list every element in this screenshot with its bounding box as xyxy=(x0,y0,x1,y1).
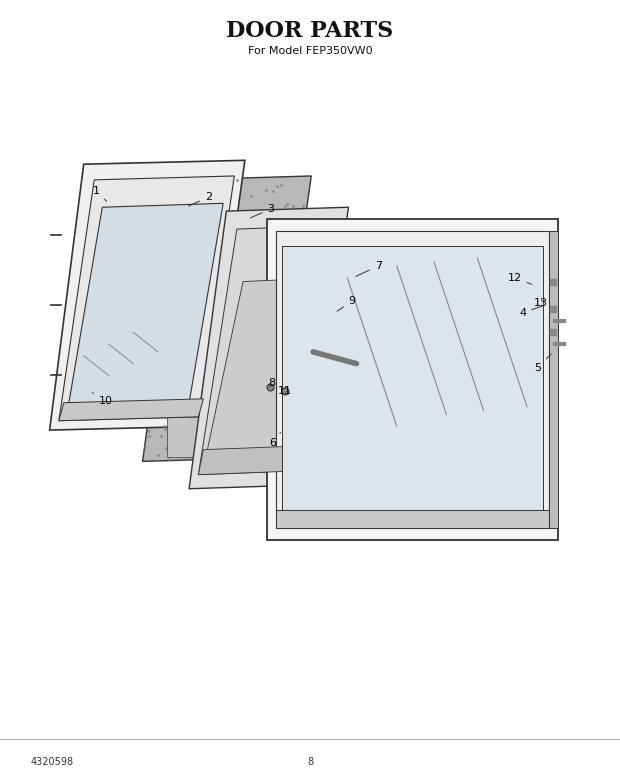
Polygon shape xyxy=(68,203,223,407)
Text: 11: 11 xyxy=(278,386,292,396)
Polygon shape xyxy=(205,278,332,463)
Polygon shape xyxy=(198,225,339,475)
Polygon shape xyxy=(50,160,245,430)
Text: 3: 3 xyxy=(250,204,275,218)
Text: 1: 1 xyxy=(92,186,107,201)
Text: 6: 6 xyxy=(269,432,280,448)
Polygon shape xyxy=(276,510,549,528)
Text: 2: 2 xyxy=(188,192,212,206)
Text: 9: 9 xyxy=(337,296,356,311)
Polygon shape xyxy=(282,246,542,512)
Polygon shape xyxy=(267,219,558,540)
Polygon shape xyxy=(59,399,203,421)
Text: 7: 7 xyxy=(356,261,382,276)
Polygon shape xyxy=(143,176,311,461)
Text: 10: 10 xyxy=(92,393,112,406)
Text: 4320598: 4320598 xyxy=(31,758,74,767)
Polygon shape xyxy=(59,176,234,421)
Text: 8: 8 xyxy=(268,378,275,388)
Text: 8: 8 xyxy=(307,758,313,767)
Text: 12: 12 xyxy=(508,273,532,285)
Text: 4: 4 xyxy=(519,306,543,317)
Text: For Model FEP350VW0: For Model FEP350VW0 xyxy=(247,46,373,56)
Text: 13: 13 xyxy=(534,299,547,308)
Polygon shape xyxy=(198,446,306,475)
Text: 5: 5 xyxy=(534,354,551,372)
Polygon shape xyxy=(549,231,558,528)
Polygon shape xyxy=(167,356,267,457)
Text: eReplacementParts.com: eReplacementParts.com xyxy=(209,405,411,424)
Polygon shape xyxy=(189,207,348,489)
Text: DOOR PARTS: DOOR PARTS xyxy=(226,20,394,42)
Polygon shape xyxy=(276,231,549,528)
